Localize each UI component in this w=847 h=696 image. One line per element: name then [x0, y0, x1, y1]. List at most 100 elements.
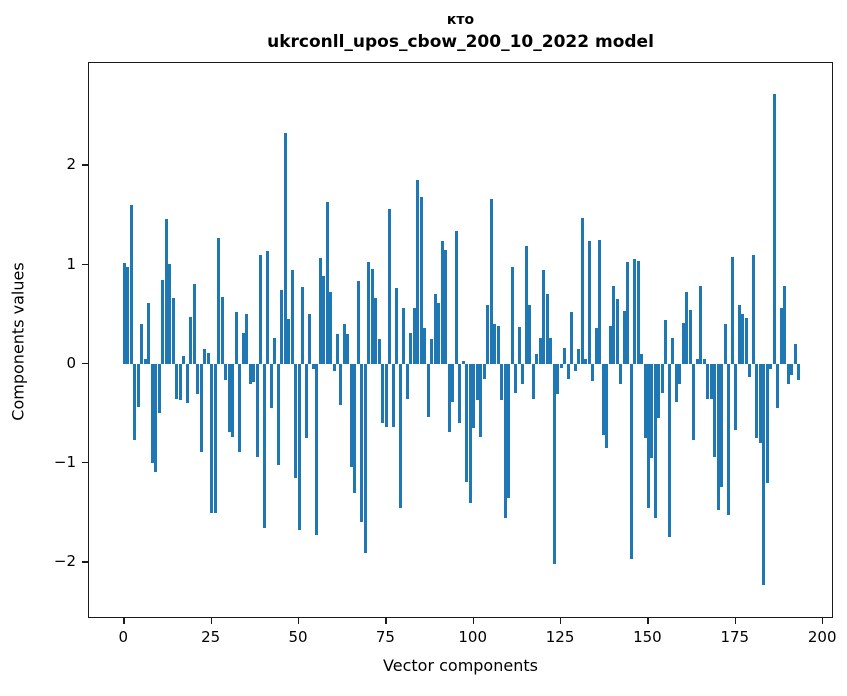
plot-area — [88, 62, 833, 618]
bar — [220, 297, 224, 364]
bar — [143, 358, 147, 364]
bar — [329, 292, 332, 364]
bar — [147, 303, 151, 364]
bar — [318, 257, 322, 364]
bar — [545, 294, 549, 364]
bar — [619, 363, 622, 384]
bar — [762, 363, 766, 586]
bar — [301, 287, 304, 364]
bar — [129, 205, 133, 364]
bar — [468, 363, 472, 503]
y-tick-label: 0 — [66, 353, 76, 372]
bar — [133, 363, 137, 441]
bar — [430, 339, 434, 364]
bar — [168, 263, 172, 364]
bar — [384, 363, 388, 428]
x-tick-label: 200 — [807, 628, 837, 646]
bar — [601, 363, 605, 436]
bar — [276, 363, 280, 466]
bar — [356, 281, 360, 364]
bar — [538, 338, 542, 364]
bar — [769, 363, 773, 369]
bar — [699, 286, 703, 364]
bar — [405, 363, 409, 399]
x-tick-mark — [210, 618, 212, 624]
x-tick-mark — [123, 618, 125, 624]
chart-suptitle: кто — [446, 12, 475, 28]
bar — [465, 363, 469, 482]
bar — [598, 239, 601, 364]
bar — [297, 363, 301, 530]
bar — [692, 363, 696, 441]
bar — [660, 363, 664, 393]
bar — [685, 292, 689, 364]
bar — [227, 363, 231, 433]
bar — [695, 358, 699, 364]
bar — [203, 348, 207, 364]
y-tick-mark — [82, 462, 88, 464]
bar — [475, 363, 479, 401]
bar — [273, 338, 277, 364]
bar — [730, 256, 734, 364]
bar — [622, 311, 626, 364]
bar — [758, 363, 762, 444]
bar — [339, 363, 343, 406]
bar — [587, 240, 591, 364]
chart-title: ukrconll_upos_cbow_200_10_2022 model — [267, 32, 654, 52]
bar — [283, 132, 287, 364]
bar — [650, 363, 654, 459]
bar — [210, 363, 214, 513]
bar — [409, 333, 413, 364]
bar — [157, 363, 161, 414]
bar — [346, 334, 350, 364]
bar — [577, 348, 581, 364]
bar — [793, 344, 797, 364]
y-tick-mark — [82, 362, 88, 365]
bar — [779, 308, 783, 364]
bar — [486, 305, 490, 364]
bar — [458, 363, 462, 424]
bar — [608, 326, 612, 364]
bar — [751, 254, 755, 364]
bar — [612, 286, 615, 364]
x-tick-mark — [822, 618, 824, 624]
bar — [517, 327, 521, 364]
bar — [185, 363, 189, 404]
bar — [783, 286, 787, 364]
bar — [671, 338, 675, 364]
bar — [245, 314, 249, 364]
bar — [605, 363, 608, 449]
bar — [189, 317, 193, 364]
bar — [563, 347, 567, 364]
bar — [702, 358, 706, 364]
bar — [737, 305, 741, 364]
bar — [164, 218, 168, 364]
bar — [489, 199, 493, 364]
bar — [363, 363, 367, 554]
bar — [454, 230, 458, 364]
bar — [552, 363, 556, 565]
x-tick-label: 75 — [375, 628, 395, 646]
bar — [573, 363, 577, 371]
bar — [325, 202, 329, 364]
bar — [335, 334, 339, 364]
bar — [503, 363, 507, 518]
bar — [391, 363, 395, 428]
bar — [381, 363, 385, 424]
bar — [734, 363, 738, 431]
bar — [290, 269, 294, 364]
bar — [482, 363, 486, 379]
bar — [342, 324, 346, 364]
bar — [521, 363, 525, 384]
bar — [594, 328, 598, 364]
bar — [507, 363, 511, 498]
bar — [315, 363, 318, 535]
bar — [542, 269, 546, 364]
bar — [790, 363, 794, 375]
y-tick-label: 1 — [66, 254, 76, 273]
bar — [646, 363, 650, 508]
bar — [199, 363, 203, 453]
bar — [748, 363, 752, 377]
bar — [451, 363, 455, 403]
bar — [395, 288, 399, 364]
